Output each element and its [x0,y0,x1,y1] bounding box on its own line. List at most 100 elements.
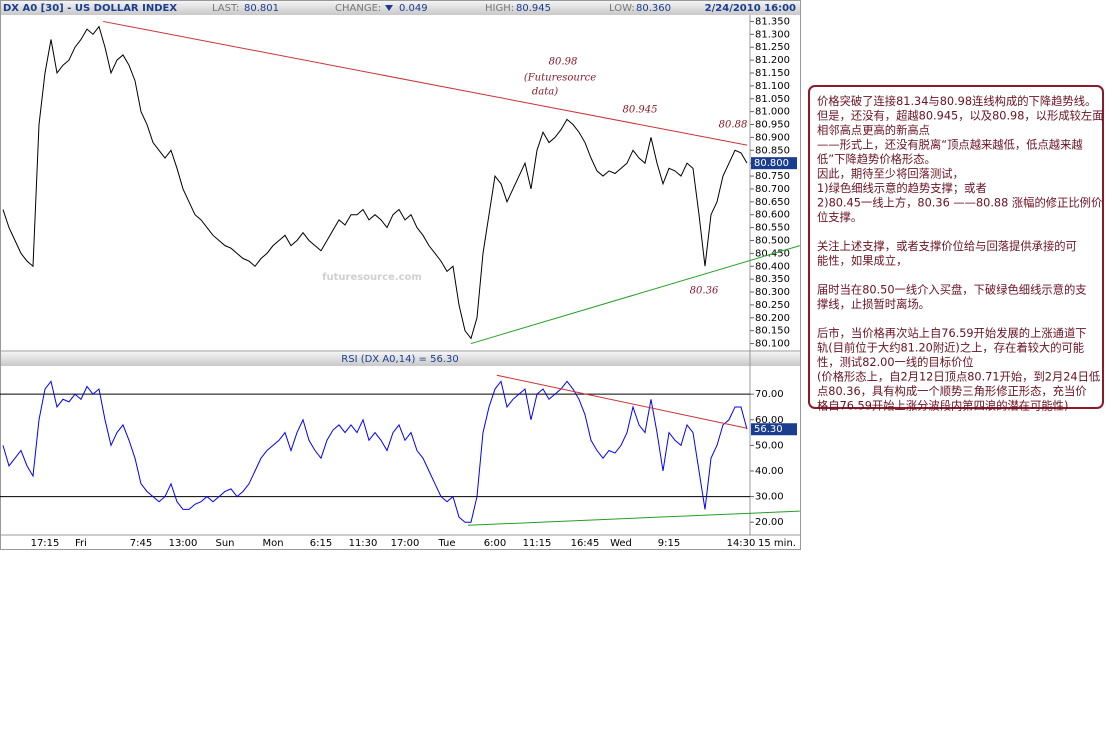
y-tick-label: 81.050 [755,94,790,105]
last-value-box [751,423,797,436]
note-line: 性，测试82.00一线的目标价位 [817,355,974,369]
y-tick-label: 80.900 [755,132,790,143]
note-line: 2)80.45一线上方，80.36 ——80.88 涨幅的修正比例价 [817,196,1102,210]
rsi-header-bar [1,352,800,366]
x-tick-label: Fri [75,538,87,549]
y-tick-label: 80.700 [755,184,790,195]
annotation: (Futuresource [524,73,596,84]
note-line: 关注上述支撑，或者支撑价位给与回落提供承接的可 [817,239,1077,253]
x-tick-label: 7:45 [130,538,152,549]
note-line: 格自76.59开始上涨分波段内第四浪的潜在可能性) [817,399,1068,413]
note-line: 位支撑。 [817,210,862,224]
note-line: 撑线，止损暂时离场。 [817,297,930,311]
y-tick-label: 80.200 [755,313,790,324]
note-line: 点80.36，具有构成一个顺势三角形修正形态，充当价 [817,384,1087,398]
x-tick-label: Sun [215,538,234,549]
y-tick-label: 80.550 [755,223,790,234]
last-value-label: 80.800 [754,158,789,169]
series-line [2,25,748,340]
annotation: data) [532,87,558,98]
note-line: 因此，期待至少将回落测试， [817,167,964,181]
y-tick-label: 80.950 [755,120,790,131]
note-line: 1)绿色细线示意的趋势支撑；或者 [817,181,987,195]
symbol: DX A0 [30] - US DOLLAR INDEX [3,3,177,14]
datetime: 2/24/2010 16:00 [705,3,796,14]
note-line: 能性，如果成立， [817,254,907,268]
y-tick-label: 80.150 [755,326,790,337]
note-line: 低”下降趋势价格形态。 [817,152,936,166]
y-tick-label: 81.000 [755,107,790,118]
last-label: LAST: [212,3,239,14]
annotation: 80.98 [549,57,578,68]
x-unit: 15 min. [758,538,796,549]
annotation: 80.88 [719,120,748,131]
x-tick-label: Wed [610,538,632,549]
y-tick-label: 80.850 [755,145,790,156]
note-line: ——形式上，还没有脱离“顶点越来越低，低点越来越 [817,138,1083,152]
y-tick-label: 20.00 [755,517,784,528]
note-box [808,85,1104,409]
note-line: (价格形态上，自2月12日顶点80.71开始，到2月24日低 [817,370,1100,384]
y-tick-label: 80.400 [755,261,790,272]
y-tick-label: 80.650 [755,197,790,208]
x-tick-label: 11:15 [523,538,552,549]
x-tick-label: Tue [437,538,455,549]
x-tick-label: 17:15 [31,538,60,549]
x-tick-label: 13:00 [169,538,198,549]
change-value: 0.049 [399,3,428,14]
y-tick-label: 60.00 [755,415,784,426]
y-tick-label: 81.150 [755,68,790,79]
last-value: 80.801 [244,3,279,14]
y-tick-label: 80.300 [755,287,790,298]
header-bar [1,1,800,15]
y-tick-label: 81.100 [755,81,790,92]
y-tick-label: 81.300 [755,29,790,40]
rsi-title: RSI (DX A0,14) = 56.30 [341,354,458,365]
x-tick-label: 6:00 [484,538,506,549]
annotation: 80.36 [690,286,719,297]
y-tick-label: 50.00 [755,440,784,451]
y-tick-label: 81.350 [755,16,790,27]
x-tick-label: 11:30 [349,538,378,549]
watermark: futuresource.com [322,272,422,283]
y-tick-label: 80.600 [755,210,790,221]
x-tick-label: 6:15 [310,538,332,549]
x-tick-label: 9:15 [658,538,680,549]
chart-frame [0,0,801,550]
trend-line [467,510,800,526]
high-label: HIGH: [485,3,514,14]
y-tick-label: 81.250 [755,42,790,53]
note-line: 轨(目前位于大约81.20附近)之上，存在着较大的可能 [817,341,1084,355]
y-tick-label: 80.250 [755,300,790,311]
trend-line [496,374,748,429]
y-tick-label: 81.200 [755,55,790,66]
x-tick-label: Mon [262,538,283,549]
last-value-label: 56.30 [754,424,783,435]
annotation: 80.945 [623,105,658,116]
low-value: 80.360 [636,3,671,14]
trend-line [103,20,748,146]
down-arrow [385,5,393,11]
y-tick-label: 80.100 [755,339,790,350]
note-line: 价格突破了连接81.34与80.98连线构成的下降趋势线。 [817,94,1096,108]
note-line: 届时当在80.50一线介入买盘，下破绿色细线示意的支 [817,283,1087,297]
high-value: 80.945 [516,3,551,14]
note-line: 但是，还没有，超越80.945，以及80.98，以形成较左面 [817,109,1104,123]
x-tick-label: 17:00 [391,538,420,549]
note-line: 相邻高点更高的新高点 [817,123,930,137]
x-tick-label: 16:45 [571,538,600,549]
note-line: 后市，当价格再次站上自76.59开始发展的上涨通道下 [817,326,1087,340]
y-tick-label: 80.350 [755,274,790,285]
change-label: CHANGE: [335,3,381,14]
x-tick-label: 14:30 [727,538,756,549]
y-tick-label: 70.00 [755,389,784,400]
low-label: LOW: [609,3,635,14]
trend-line [470,245,800,345]
y-tick-label: 40.00 [755,466,784,477]
y-tick-label: 80.500 [755,235,790,246]
last-value-box [751,157,797,170]
series-line [2,380,748,523]
y-tick-label: 30.00 [755,492,784,503]
y-tick-label: 80.750 [755,171,790,182]
